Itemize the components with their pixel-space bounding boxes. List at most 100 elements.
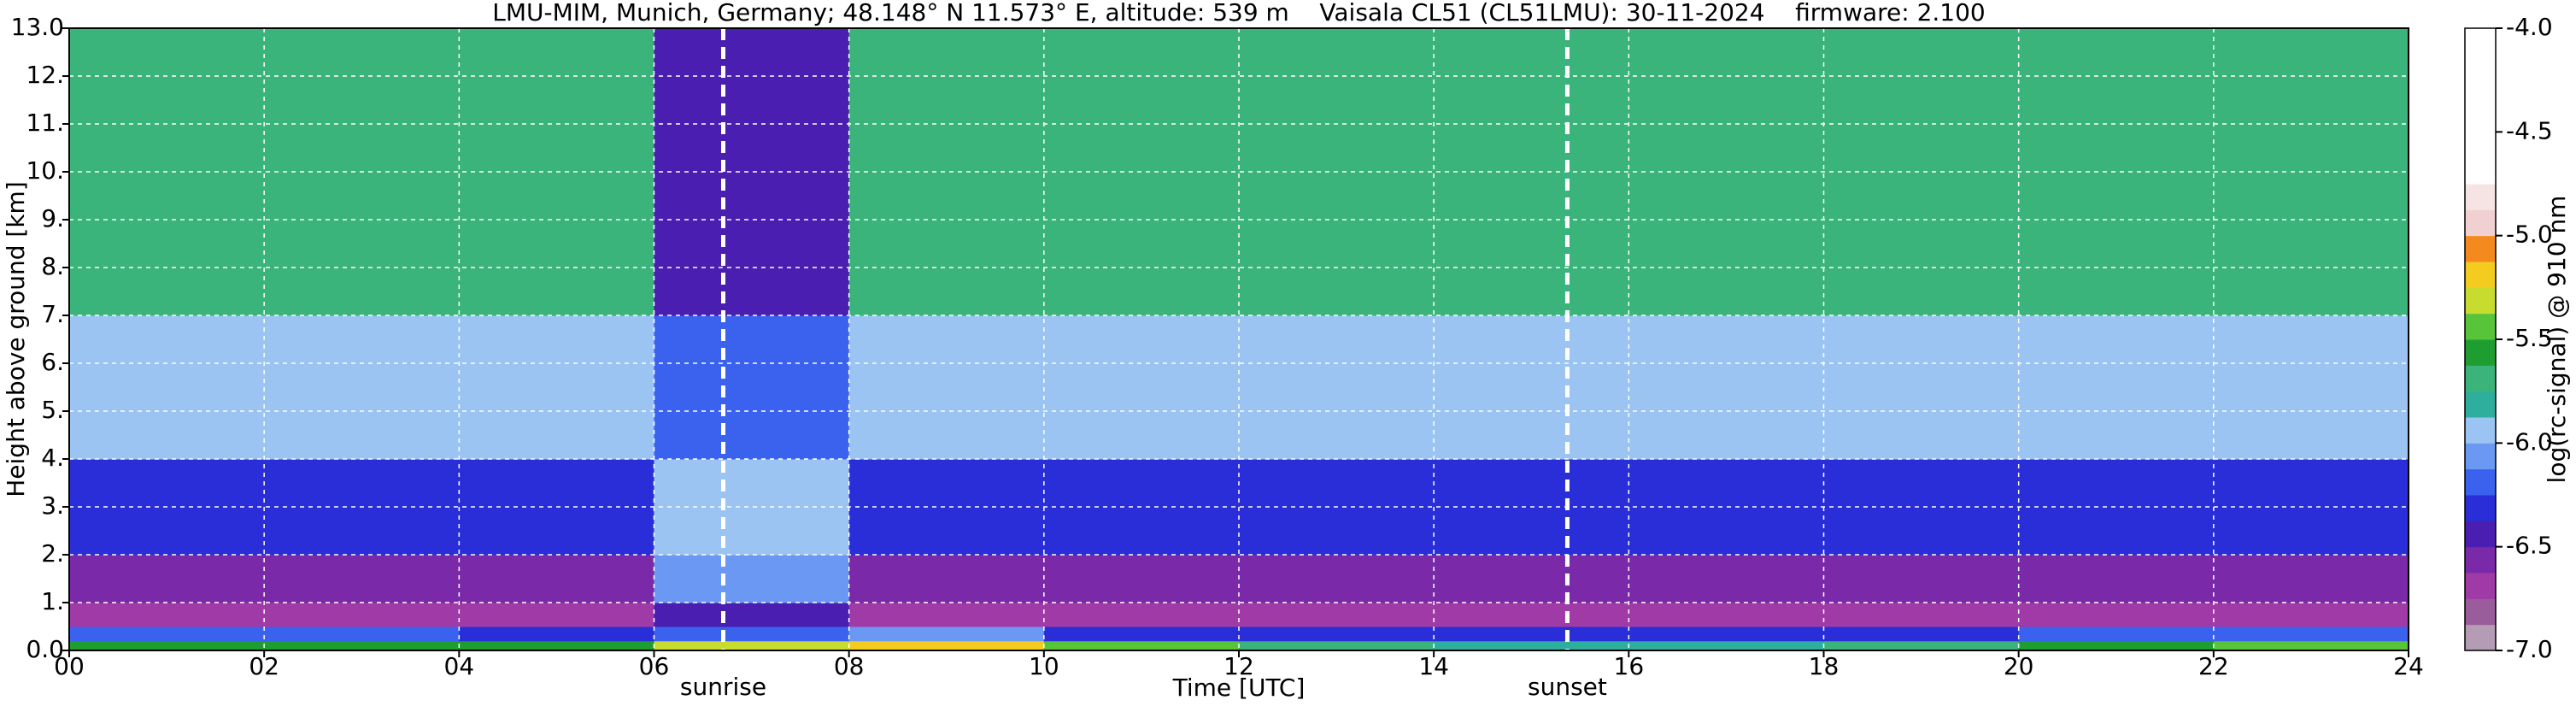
colorbar-swatch: [2465, 443, 2496, 470]
y-tick-label: 2.: [41, 539, 64, 568]
x-tick-label: 12: [1223, 652, 1254, 680]
heatmap-cell: [459, 627, 654, 642]
heatmap-cell: [654, 459, 850, 556]
x-tick-label: 06: [639, 652, 670, 680]
heatmap-cell: [1823, 627, 2020, 642]
colorbar-swatch: [2465, 184, 2496, 210]
x-tick-label: 16: [1614, 652, 1645, 680]
heatmap-cell: [1239, 603, 1435, 627]
y-tick-label: 0.0: [26, 635, 64, 663]
heatmap-cell: [2213, 640, 2409, 651]
colorbar-tick-label: -4.5: [2506, 116, 2553, 144]
x-tick-label: 20: [2004, 652, 2034, 680]
heatmap-cell: [1823, 603, 2020, 627]
heatmap-cell: [459, 640, 654, 651]
heatmap-cell: [848, 627, 1045, 642]
colorbar-swatch: [2465, 624, 2496, 651]
y-tick-label: 10.: [26, 156, 64, 185]
heatmap-cell: [1043, 28, 1240, 316]
colorbar-swatch: [2465, 521, 2496, 548]
heatmap-cell: [1239, 640, 1435, 651]
heatmap-cell: [2213, 603, 2409, 627]
x-tick-label: 10: [1029, 652, 1059, 680]
y-tick-label: 13.0: [11, 13, 64, 41]
plot-frame: [68, 27, 2409, 651]
heatmap-cell: [264, 315, 460, 460]
x-tick-label: 08: [834, 652, 865, 680]
colorbar-tick-label: -7.0: [2506, 635, 2553, 663]
heatmap-cell: [848, 459, 1045, 556]
colorbar-swatch: [2465, 495, 2496, 521]
y-tick-label: 6.: [41, 348, 64, 376]
annotation-label: sunrise: [680, 673, 766, 701]
heatmap-cell: [2213, 627, 2409, 642]
heatmap-cell: [654, 555, 850, 603]
colorbar-swatch: [2465, 54, 2496, 81]
heatmap-cell: [1434, 627, 1629, 642]
y-tick-label: 8.: [41, 252, 64, 280]
heatmap-cell: [1628, 315, 1824, 460]
colorbar-frame: [2464, 27, 2497, 651]
y-tick-label: 5.: [41, 396, 64, 424]
x-tick-label: 14: [1418, 652, 1449, 680]
heatmap-cell: [1043, 315, 1240, 460]
heatmap-cell: [459, 603, 654, 627]
colorbar-swatch: [2465, 313, 2496, 340]
heatmap-cell: [2018, 627, 2215, 642]
colorbar-label: log(rc-signal) @ 910 nm: [2543, 196, 2571, 484]
heatmap-cell: [1628, 627, 1824, 642]
heatmap-cell: [2213, 555, 2409, 603]
x-tick-label: 22: [2198, 652, 2229, 680]
colorbar-tick-label: -5.0: [2506, 221, 2553, 249]
heatmap-cell: [2018, 315, 2215, 460]
colorbar-swatch: [2465, 287, 2496, 315]
heatmap-cell: [654, 627, 850, 642]
x-axis-label: Time [UTC]: [1172, 674, 1306, 702]
colorbar-tick-label: -6.5: [2506, 532, 2553, 560]
heatmap-cell: [1239, 627, 1435, 642]
colorbar-swatch: [2465, 546, 2496, 574]
annotation-label: sunset: [1528, 673, 1607, 701]
heatmap-cell: [2018, 640, 2215, 651]
chart-title: LMU-MIM, Munich, Germany; 48.148° N 11.5…: [492, 0, 1986, 26]
colorbar-swatch: [2465, 365, 2496, 392]
y-tick-label: 12.: [26, 61, 64, 89]
heatmap-cell: [848, 640, 1045, 651]
colorbar-swatch: [2465, 106, 2496, 132]
colorbar-tick-label: -5.5: [2506, 324, 2553, 352]
heatmap-cell: [1434, 603, 1629, 627]
heatmap-cell: [654, 603, 850, 627]
heatmap-cell: [1628, 640, 1824, 651]
y-tick-label: 1.: [41, 587, 64, 615]
heatmap-cell: [2018, 459, 2215, 556]
colorbar-swatch: [2465, 235, 2496, 262]
x-tick-label: 00: [54, 652, 85, 680]
heatmap-cell: [1043, 603, 1240, 627]
heatmap-cell: [1628, 459, 1824, 556]
heatmap-cell: [69, 315, 265, 460]
y-tick-label: 11.: [26, 109, 64, 137]
colorbar-swatch: [2465, 417, 2496, 444]
heatmap-cell: [654, 315, 850, 460]
heatmap-cell: [1043, 459, 1240, 556]
colorbar-swatch: [2465, 209, 2496, 237]
heatmap-cell: [2018, 555, 2215, 603]
x-tick-label: 24: [2393, 652, 2424, 680]
heatmap-cell: [1628, 555, 1824, 603]
heatmap-cell: [1823, 28, 2020, 316]
heatmap-cell: [848, 555, 1045, 603]
colorbar-tick-label: -4.0: [2506, 13, 2553, 41]
heatmap-cell: [1043, 640, 1240, 651]
heatmap-cell: [2018, 28, 2215, 316]
heatmap-cell: [1043, 627, 1240, 642]
x-tick-label: 18: [1809, 652, 1840, 680]
heatmap-cell: [1823, 459, 2020, 556]
heatmap-cell: [848, 315, 1045, 460]
y-tick-label: 4.: [41, 444, 64, 472]
heatmap-cell: [1823, 315, 2020, 460]
heatmap-cell: [264, 640, 460, 651]
colorbar-swatch: [2465, 157, 2496, 185]
heatmap-cell: [1823, 640, 2020, 651]
colorbar-swatch: [2465, 339, 2496, 366]
